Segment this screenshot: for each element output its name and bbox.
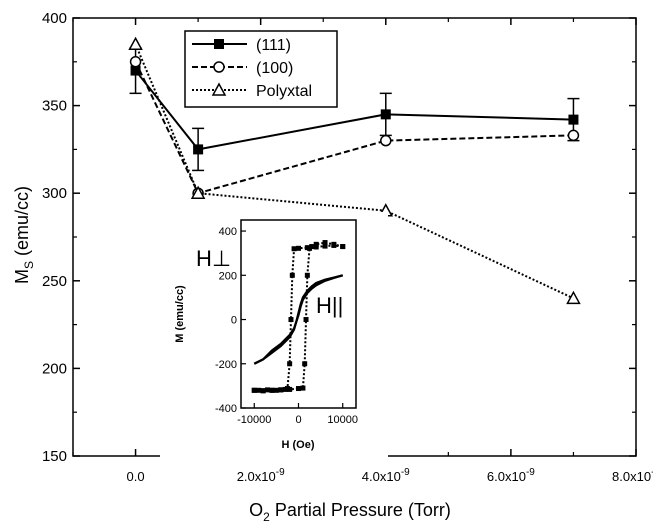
- inset-y-axis-title: M (emu/cc): [174, 285, 186, 343]
- data-point-triangle: [128, 36, 143, 51]
- data-point-square: [313, 241, 319, 247]
- y-tick-label: 200: [42, 360, 67, 377]
- inset-series-group: [251, 240, 346, 394]
- data-point-circle: [129, 56, 142, 68]
- data-point-square: [269, 387, 275, 393]
- data-point-square: [287, 361, 293, 367]
- data-point-square: [130, 65, 141, 76]
- data-point-square: [304, 272, 310, 278]
- legend-label-polyxtal: Polyxtal: [256, 83, 312, 100]
- data-point-triangle: [190, 185, 206, 199]
- data-point-square: [193, 144, 204, 155]
- inset-y-tick-label: 400: [219, 226, 237, 238]
- series-line: [134, 69, 574, 151]
- legend-label-111: (111): [256, 37, 291, 54]
- inset-x-tick-label: -10000: [237, 414, 271, 426]
- x-tick-label: 4.0x10-9: [362, 467, 410, 484]
- data-point-square: [340, 244, 346, 250]
- data-point-square: [251, 387, 257, 393]
- inset-x-tick-label: 10000: [327, 414, 358, 426]
- data-point-square: [322, 240, 328, 246]
- legend-marker-100: [213, 61, 225, 73]
- data-point-square: [568, 114, 579, 125]
- data-point-square: [380, 109, 391, 120]
- x-tick-label: 2.0x10-9: [237, 467, 285, 484]
- y-axis-title: MS (emu/cc): [12, 186, 36, 284]
- data-point-square: [265, 387, 271, 393]
- inset-series-line: [253, 274, 343, 365]
- data-point-square: [296, 245, 301, 251]
- inset-x-axis-title: H (Oe): [282, 439, 315, 451]
- data-point-circle: [567, 129, 580, 142]
- main-series-group: [128, 36, 581, 305]
- y-tick-label: 350: [42, 98, 67, 115]
- data-point-square: [291, 246, 297, 252]
- data-point-square: [322, 243, 328, 249]
- data-point-square: [289, 272, 295, 278]
- inset-chart: -10000 0 10000 -400 -200 0 200 400 H (Oe) M (em…: [160, 212, 388, 460]
- data-point-square: [296, 386, 301, 392]
- data-point-square: [287, 386, 293, 392]
- data-point-square: [288, 317, 294, 323]
- inset-y-tick-label: 200: [219, 270, 237, 282]
- y-tick-label: 250: [42, 273, 67, 290]
- inset-y-tick-label: -200: [215, 359, 237, 371]
- y-tick-label: 150: [42, 448, 67, 465]
- x-tick-label: 0.0: [127, 469, 145, 484]
- inset-annotation-h-par: H||: [316, 293, 343, 318]
- data-point-square: [300, 385, 306, 391]
- y-tick-label: 300: [42, 185, 67, 202]
- data-point-square: [278, 387, 284, 393]
- y-tick-label: 400: [42, 10, 67, 27]
- inset-y-tick-label: 0: [231, 315, 237, 327]
- data-point-square: [260, 388, 266, 394]
- data-point-square: [331, 241, 337, 247]
- data-point-triangle: [566, 290, 581, 305]
- data-point-circle: [380, 134, 392, 147]
- legend-marker-111: [214, 39, 224, 49]
- inset-x-tick-label: 0: [295, 414, 301, 426]
- inset-series-line: [254, 241, 343, 392]
- inset-y-tick-label: -400: [215, 403, 237, 415]
- legend-label-100: (100): [256, 60, 293, 77]
- inset-axis-ticks: -10000 0 10000 -400 -200 0 200 400: [215, 226, 358, 426]
- x-tick-label: 6.0x10-9: [487, 467, 535, 484]
- series-line: [134, 61, 574, 195]
- legend: (111) (100) Polyxtal: [184, 30, 338, 108]
- main-axis-ticks: 0.0 2.0x10-9 4.0x10-9 6.0x10-9 8.0x10-9 150 20…: [42, 10, 653, 484]
- x-tick-label: 8.0x10-9: [612, 467, 653, 484]
- inset-annotation-h-perp: H⊥: [196, 246, 231, 271]
- data-point-square: [313, 244, 319, 250]
- inset-background: [160, 212, 388, 460]
- series-line: [134, 43, 574, 300]
- data-point-square: [307, 245, 313, 251]
- legend-marker-polyxtal: [211, 82, 227, 96]
- x-axis-title: O2 Partial Pressure (Torr): [249, 500, 451, 523]
- data-point-square: [302, 361, 308, 367]
- data-point-square: [256, 387, 262, 393]
- data-point-square: [303, 317, 309, 323]
